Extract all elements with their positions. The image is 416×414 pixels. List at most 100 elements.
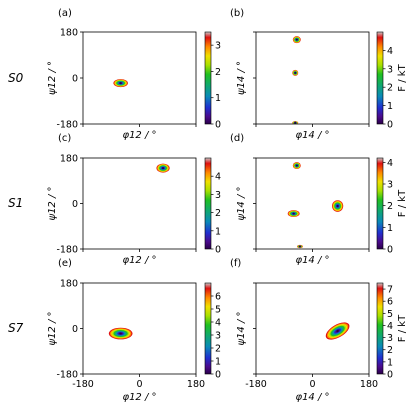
basins (325, 322, 350, 340)
contour-level (162, 167, 165, 170)
colorbar-tick-label: 4 (215, 172, 221, 183)
y-tick-label: 0 (72, 74, 78, 85)
colorbar-tick-label: 4 (387, 158, 393, 169)
basins (292, 36, 301, 124)
y-axis-label: ψ12 / ° (47, 186, 58, 220)
colorbar-gradient (376, 157, 384, 250)
contour-level (119, 82, 122, 85)
y-tick-label: -180 (56, 370, 78, 381)
colorbar-tick-label: 2 (215, 208, 221, 219)
basins (108, 327, 133, 340)
colorbar: 0 1 2 3 4 (204, 157, 221, 256)
basins (287, 162, 344, 249)
basin-4 (296, 244, 303, 249)
x-tick-label: 180 (360, 379, 378, 390)
y-axis-label: ψ12 / ° (47, 61, 58, 95)
colorbar-tick-label: 0 (215, 370, 221, 381)
colorbar-tick-label: 3 (215, 41, 221, 52)
y-tick-label: 180 (60, 154, 78, 165)
panel-d: φ14 / ° ψ14 / ° 0 1 2 3 4 F / kT (236, 157, 408, 266)
contour-level (294, 71, 297, 74)
contour-level (294, 121, 297, 124)
colorbar: 0 1 2 3 (204, 31, 221, 131)
colorbar-tick-label: 0 (387, 245, 393, 256)
colorbar-gradient (376, 282, 384, 375)
axes-frame (82, 282, 197, 375)
contour-level (295, 164, 298, 167)
x-tick-label: -180 (72, 379, 94, 390)
colorbar-tick-label: 1 (387, 101, 393, 112)
y-axis-label: ψ14 / ° (236, 311, 247, 345)
colorbar-tick-label: 7 (387, 285, 393, 296)
colorbar-tick-label: 0 (387, 120, 393, 131)
panel-e: 180 0 -180-180 0 180 φ12 / ° ψ12 / ° 0 1 2 3 4 5 6 (47, 279, 221, 404)
colorbar-tick-label: 3 (215, 331, 221, 342)
y-axis-label: ψ12 / ° (47, 311, 58, 345)
colorbar-tick-label: 3 (387, 180, 393, 191)
panel-letter-f: (f) (230, 258, 241, 269)
colorbar-tick-label: 1 (215, 226, 221, 237)
x-axis-label: φ12 / ° (122, 255, 156, 266)
y-tick-label: 180 (60, 28, 78, 39)
colorbar-label: F / kT (397, 314, 408, 342)
colorbar-tick-label: 4 (387, 321, 393, 332)
colorbar-tick-label: 5 (215, 305, 221, 316)
panel-a: 180 0 -180 φ12 / ° ψ12 / ° 0 1 2 3 (47, 28, 221, 142)
colorbar-tick-label: 2 (387, 201, 393, 212)
colorbar-tick-label: 6 (215, 292, 221, 303)
colorbar-label: F / kT (397, 189, 408, 217)
axes-frame (255, 157, 370, 250)
x-tick-label: 180 (187, 379, 205, 390)
x-axis-label: φ14 / ° (295, 392, 329, 403)
x-axis-label: φ14 / ° (295, 130, 329, 141)
colorbar-gradient (204, 282, 212, 375)
basin-1 (292, 162, 301, 170)
panel-letter-b: (b) (230, 8, 244, 19)
y-tick-label: -180 (56, 245, 78, 256)
panels-group: 180 0 -180 φ12 / ° ψ12 / ° 0 1 2 3 φ14 / ° ψ14 / °… (47, 28, 408, 404)
colorbar-tick-label: 0 (387, 370, 393, 381)
x-tick-label: -180 (245, 379, 267, 390)
x-tick-label: 0 (309, 379, 315, 390)
basin-3 (332, 200, 344, 212)
colorbar-tick-label: 3 (215, 190, 221, 201)
basins (156, 163, 170, 173)
y-tick-label: 0 (72, 324, 78, 335)
contour-level (292, 212, 295, 215)
basin-1 (108, 327, 133, 340)
basin-1 (113, 79, 128, 88)
row-label-s7: S7 (8, 321, 24, 335)
panel-letter-d: (d) (230, 133, 244, 144)
panel-b: φ14 / ° ψ14 / ° 0 1 2 3 4 F / kT (236, 31, 408, 141)
row-label-s0: S0 (8, 71, 24, 85)
x-axis-label: φ12 / ° (122, 130, 156, 141)
basin-2 (287, 210, 300, 218)
colorbar-tick-label: 1 (215, 93, 221, 104)
contour-level (119, 332, 122, 335)
panel-letter-e: (e) (58, 258, 72, 269)
contour-level (336, 329, 339, 333)
colorbar-tick-label: 1 (387, 357, 393, 368)
basin-2 (292, 69, 299, 76)
basin-3 (292, 121, 299, 124)
colorbar-tick-label: 2 (215, 67, 221, 78)
colorbar-tick-label: 2 (215, 344, 221, 355)
basin-1 (325, 322, 350, 340)
colorbar-tick-label: 5 (387, 309, 393, 320)
x-axis-label: φ12 / ° (122, 392, 156, 403)
y-tick-label: 0 (72, 199, 78, 210)
colorbar-gradient (376, 31, 384, 125)
axes-frame (255, 282, 370, 375)
contour-level (336, 205, 339, 208)
colorbar-label: F / kT (397, 63, 408, 91)
colorbar: 0 1 2 3 4 F / kT (376, 31, 408, 131)
y-tick-label: -180 (56, 120, 78, 131)
y-axis-label: ψ14 / ° (236, 61, 247, 95)
y-tick-label: 180 (60, 279, 78, 290)
colorbar: 0 1 2 3 4 5 6 (204, 282, 221, 381)
colorbar: 0 1 2 3 4 F / kT (376, 157, 408, 256)
colorbar-tick-label: 0 (215, 245, 221, 256)
